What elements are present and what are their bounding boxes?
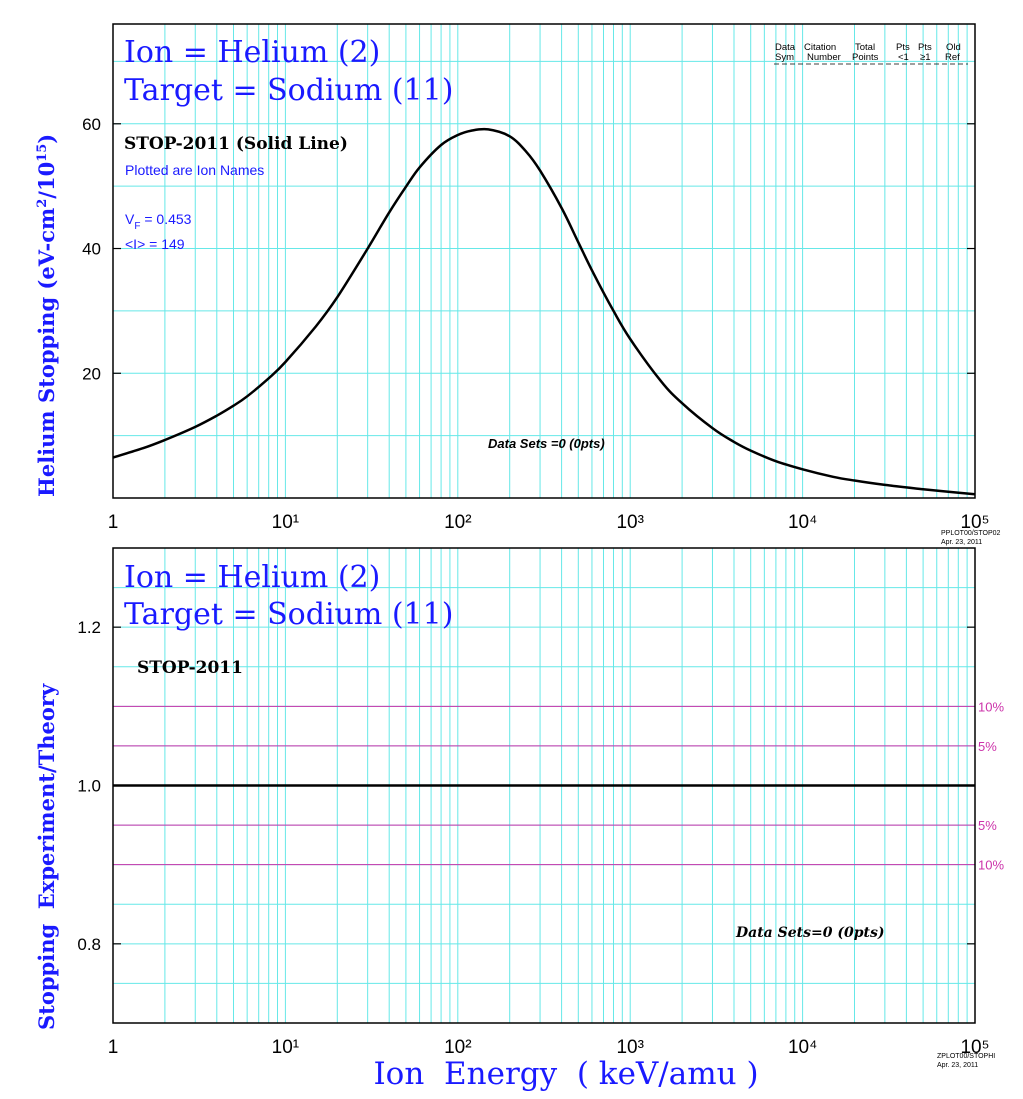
y-tick-label: 0.8 — [77, 935, 101, 954]
svg-text:Old: Old — [946, 42, 961, 53]
bottom-title-target: Target = Sodium (11) — [124, 597, 453, 632]
top-title-ion: Ion = Helium (2) — [124, 35, 380, 70]
bottom-stamp-2: Apr. 23, 2011 — [937, 1062, 978, 1069]
vf-label: VF = 0.453 — [125, 211, 192, 232]
svg-text:Data: Data — [775, 42, 796, 53]
x-axis-label: Ion Energy ( keV/amu ) — [373, 1056, 758, 1092]
band-label: 5% — [978, 739, 997, 754]
bottom-x-ticks: 1 10¹ 10² 10³ 10⁴ 10⁵ — [108, 1037, 990, 1058]
x-tick-label: 10² — [444, 1037, 471, 1058]
band-label: 10% — [978, 858, 1004, 873]
svg-text:Total: Total — [855, 42, 875, 53]
x-tick-label: 10⁵ — [960, 1037, 989, 1058]
x-tick-label: 1 — [108, 512, 119, 533]
svg-text:Pts: Pts — [918, 42, 932, 53]
band-label: 10% — [978, 699, 1004, 714]
i-label: <I> = 149 — [125, 236, 185, 252]
top-grid — [113, 24, 975, 498]
top-datasets-note: Data Sets =0 (0pts) — [488, 436, 605, 451]
x-tick-label: 10¹ — [272, 512, 299, 533]
top-y-axis-label: Helium Stopping (eV-cm2/1015) — [34, 134, 59, 497]
svg-text:Citation: Citation — [804, 42, 836, 53]
svg-text:Pts: Pts — [896, 42, 910, 53]
svg-text:Number: Number — [807, 52, 841, 63]
bottom-reference-bands: 10% 5% 5% 10% — [113, 699, 1004, 873]
top-y-ticks: 20 40 60 — [82, 115, 975, 383]
band-label: 5% — [978, 818, 997, 833]
svg-text:Ref: Ref — [945, 52, 960, 63]
top-x-ticks: 1 10¹ 10² 10³ 10⁴ 10⁵ — [108, 512, 990, 533]
top-stamp-2: Apr. 23, 2011 — [941, 539, 982, 546]
x-tick-label: 10³ — [616, 1037, 643, 1058]
y-tick-label: 1.0 — [77, 777, 101, 796]
x-tick-label: 10³ — [616, 512, 643, 533]
x-tick-label: 10² — [444, 512, 471, 533]
stop-2011-curve — [112, 127, 976, 496]
bottom-stamp-1: ZPLOT00/STOPHI — [937, 1053, 995, 1060]
top-stamp-1: PPLOT00/STOP02 — [941, 530, 1001, 537]
x-tick-label: 10¹ — [272, 1037, 299, 1058]
y-tick-label: 1.2 — [77, 618, 101, 637]
svg-text:Points: Points — [852, 52, 879, 63]
bottom-title-ion: Ion = Helium (2) — [124, 560, 380, 595]
y-tick-label: 60 — [82, 115, 101, 134]
svg-text:Sym: Sym — [775, 52, 794, 63]
x-tick-label: 10⁴ — [788, 512, 817, 533]
y-tick-label: 20 — [82, 364, 101, 383]
x-tick-label: 10⁴ — [788, 1037, 817, 1058]
top-plot-frame — [112, 23, 976, 499]
top-title-target: Target = Sodium (11) — [124, 73, 453, 108]
bottom-datasets-note: Data Sets=0 (0pts) — [735, 925, 884, 941]
y-tick-label: 40 — [82, 240, 101, 259]
svg-text:≥1: ≥1 — [920, 52, 931, 63]
x-tick-label: 1 — [108, 1037, 119, 1058]
legend-header: Data Sym Citation Number Total Points Pt… — [774, 42, 968, 65]
top-curve-label: STOP-2011 (Solid Line) — [124, 134, 348, 154]
top-subnote: Plotted are Ion Names — [125, 162, 264, 178]
bottom-y-axis-label: Stopping Experiment/Theory — [34, 683, 59, 1030]
bottom-curve-label: STOP-2011 — [137, 658, 243, 678]
svg-text:<1: <1 — [898, 52, 909, 63]
x-tick-label: 10⁵ — [960, 512, 989, 533]
